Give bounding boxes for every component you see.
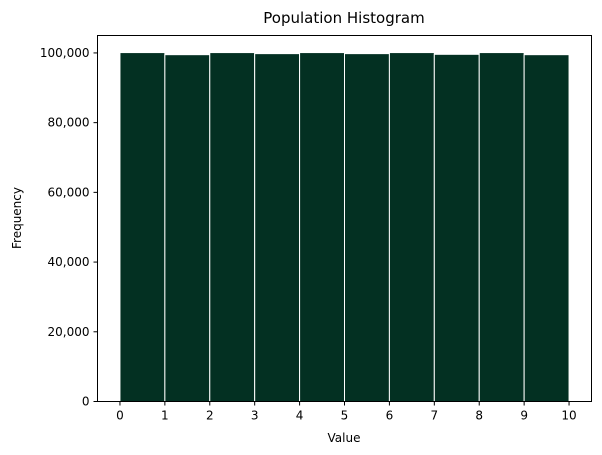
histogram-bar bbox=[523, 54, 570, 403]
x-tick-label: 6 bbox=[386, 409, 394, 423]
histogram-bar bbox=[209, 52, 256, 403]
bars-group bbox=[119, 52, 570, 403]
histogram-bar bbox=[388, 52, 435, 403]
histogram-bar bbox=[433, 53, 480, 403]
x-axis-ticks: 0 1 2 3 4 5 6 7 8 9 10 bbox=[116, 401, 577, 423]
y-tick-label: 60,000 bbox=[48, 185, 90, 199]
x-tick-label: 7 bbox=[430, 409, 438, 423]
x-tick-label: 0 bbox=[116, 409, 124, 423]
histogram-bar bbox=[299, 52, 346, 403]
x-tick-label: 9 bbox=[520, 409, 528, 423]
y-tick-label: 100,000 bbox=[40, 46, 90, 60]
y-tick-label: 80,000 bbox=[48, 116, 90, 130]
y-tick-label: 40,000 bbox=[48, 255, 90, 269]
y-axis-ticks: 0 20,000 40,000 60,000 80,000 100,000 bbox=[40, 46, 98, 409]
x-axis-label: Value bbox=[328, 431, 361, 445]
x-tick-label: 8 bbox=[475, 409, 483, 423]
y-axis-label: Frequency bbox=[10, 187, 24, 249]
x-tick-label: 5 bbox=[341, 409, 349, 423]
x-tick-label: 2 bbox=[206, 409, 214, 423]
histogram-bar bbox=[344, 53, 390, 403]
histogram-bar bbox=[478, 52, 525, 403]
x-tick-label: 4 bbox=[296, 409, 304, 423]
x-tick-label: 10 bbox=[561, 409, 576, 423]
x-tick-label: 1 bbox=[161, 409, 169, 423]
x-tick-label: 3 bbox=[251, 409, 259, 423]
plot-frame bbox=[97, 35, 592, 402]
histogram-bar bbox=[254, 53, 301, 403]
y-tick-label: 0 bbox=[82, 395, 90, 409]
histogram-bar bbox=[164, 54, 211, 403]
y-tick-label: 20,000 bbox=[48, 325, 90, 339]
histogram-bar bbox=[119, 52, 166, 403]
chart-title: Population Histogram bbox=[263, 9, 424, 27]
